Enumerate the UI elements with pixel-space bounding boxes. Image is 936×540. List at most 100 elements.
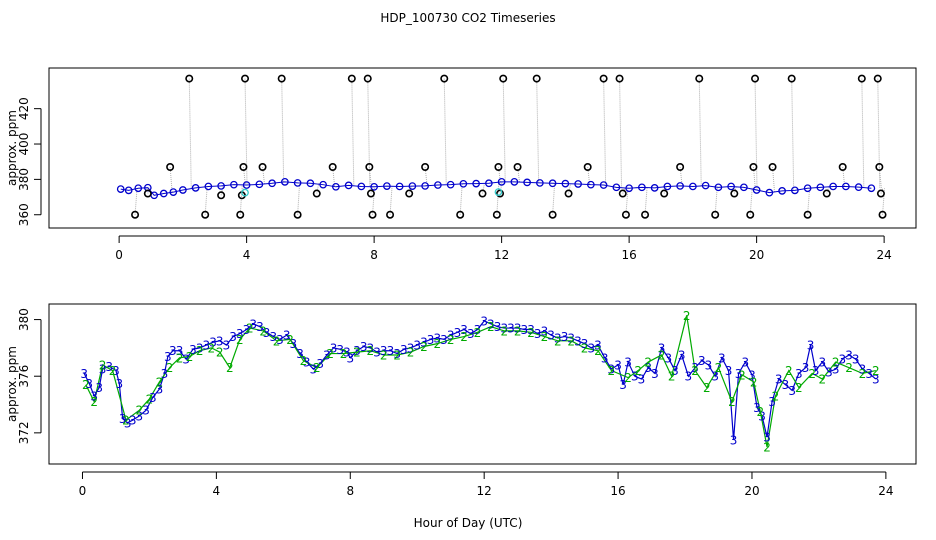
x-tick-label: 12	[494, 248, 509, 262]
blue-data-label: 3	[763, 431, 771, 445]
green-data-label: 2	[785, 364, 793, 378]
outlier-data-point	[456, 210, 465, 219]
blue-data-label: 3	[164, 350, 172, 364]
blue-data-label: 3	[236, 327, 244, 341]
green-data-label: 2	[474, 326, 482, 340]
blue-data-point	[434, 181, 442, 189]
blue-data-point	[383, 182, 391, 190]
bottom-ylabel: approx. ppm	[5, 346, 19, 422]
blue-data-label: 3	[802, 361, 810, 375]
top-axes: 0 4 8 12 16 20 24 360 380 400 420	[17, 97, 892, 262]
outlier-connector-line	[552, 183, 556, 215]
blue-data-label: 3	[256, 320, 264, 334]
blue-data-label: 3	[527, 323, 535, 337]
blue-data-point	[230, 180, 238, 189]
green-data-label: 2	[567, 334, 575, 348]
outlier-connector-line	[754, 78, 758, 190]
blue-data-label: 3	[608, 363, 616, 377]
blue-data-label: 3	[581, 337, 589, 351]
blue-data-label: 3	[303, 356, 311, 370]
green-data-label: 2	[326, 347, 334, 361]
blue-data-label: 3	[433, 331, 441, 345]
blue-data-label: 3	[129, 414, 137, 428]
outlier-data-point	[878, 210, 887, 219]
blue-data-label: 3	[269, 330, 277, 344]
x-tick-label: 4	[213, 484, 221, 498]
top-data-points	[116, 74, 887, 219]
blue-data-label: 3	[393, 347, 401, 361]
green-data-label: 2	[447, 333, 455, 347]
blue-data-label: 3	[80, 367, 88, 381]
blue-data-label: 3	[290, 337, 298, 351]
green-data-label: 2	[380, 348, 388, 362]
green-data-label: 2	[683, 309, 691, 323]
blue-data-label: 3	[136, 409, 144, 423]
blue-data-point	[842, 182, 850, 191]
blue-data-label: 3	[176, 344, 184, 358]
blue-data-label: 3	[124, 416, 132, 430]
outlier-connector-line	[351, 78, 355, 186]
blue-data-point	[293, 179, 302, 187]
blue-data-label: 3	[95, 381, 103, 395]
blue-data-label: 3	[189, 343, 197, 357]
outlier-connector-line	[368, 166, 372, 187]
green-data-label: 2	[196, 344, 204, 358]
x-tick-label: 16	[621, 248, 636, 262]
outlier-connector-line	[502, 78, 506, 182]
outlier-connector-line	[698, 78, 702, 187]
green-data-label: 2	[109, 364, 117, 378]
blue-data-label: 3	[427, 333, 435, 347]
green-data-label: 2	[226, 361, 234, 375]
blue-data-label: 3	[832, 363, 840, 377]
top-panel: approx. ppm 0 4 8 12 16 20 24 360 380 400 420	[5, 67, 917, 262]
blue-series-line	[83, 320, 877, 440]
blue-data-label: 3	[554, 331, 562, 345]
outlier-data-point	[494, 163, 503, 172]
green-data-label: 2	[554, 334, 562, 348]
outlier-connector-line	[644, 187, 648, 215]
green-data-label: 2	[156, 375, 164, 389]
green-data-label: 2	[259, 324, 267, 338]
blue-data-label: 3	[156, 382, 164, 396]
green-data-label: 2	[818, 373, 826, 387]
outlier-connector-line	[861, 78, 865, 188]
outlier-data-point	[492, 210, 501, 219]
outlier-data-point	[641, 210, 650, 219]
green-data-label: 2	[703, 381, 711, 395]
blue-data-label: 3	[276, 333, 284, 347]
blue-data-label: 3	[447, 329, 455, 343]
blue-data-point	[727, 182, 735, 191]
outlier-data-point	[421, 163, 430, 172]
outlier-connector-line	[220, 185, 224, 196]
green-data-label: 2	[527, 326, 535, 340]
blue-data-label: 3	[624, 356, 632, 370]
blue-data-point	[446, 180, 455, 189]
blue-data-label: 3	[474, 323, 482, 337]
outlier-data-point	[621, 210, 630, 219]
outlier-data-point	[695, 74, 704, 83]
blue-data-label: 3	[852, 353, 860, 367]
green-data-label: 2	[624, 371, 632, 385]
outlier-data-point	[873, 74, 882, 83]
bottom-series-lines	[83, 315, 877, 448]
outlier-connector-line	[372, 186, 376, 215]
blue-data-label: 3	[460, 323, 468, 337]
x-tick-label: 8	[346, 484, 354, 498]
blue-data-label: 3	[698, 354, 706, 368]
outlier-data-point	[660, 189, 669, 198]
outlier-connector-line	[389, 186, 393, 215]
blue-data-label: 3	[788, 384, 796, 398]
cyan-data-point	[494, 188, 503, 196]
blue-data-label: 3	[507, 322, 515, 336]
outlier-data-point	[143, 189, 152, 198]
green-data-label: 2	[832, 356, 840, 370]
blue-data-label: 3	[812, 364, 820, 378]
blue-data-label: 3	[825, 365, 833, 379]
green-data-label: 2	[845, 361, 853, 375]
green-data-label: 2	[340, 347, 348, 361]
top-plot-frame	[48, 67, 917, 229]
blue-data-label: 3	[818, 356, 826, 370]
outlier-data-point	[405, 189, 414, 198]
x-tick-label: 4	[243, 248, 251, 262]
